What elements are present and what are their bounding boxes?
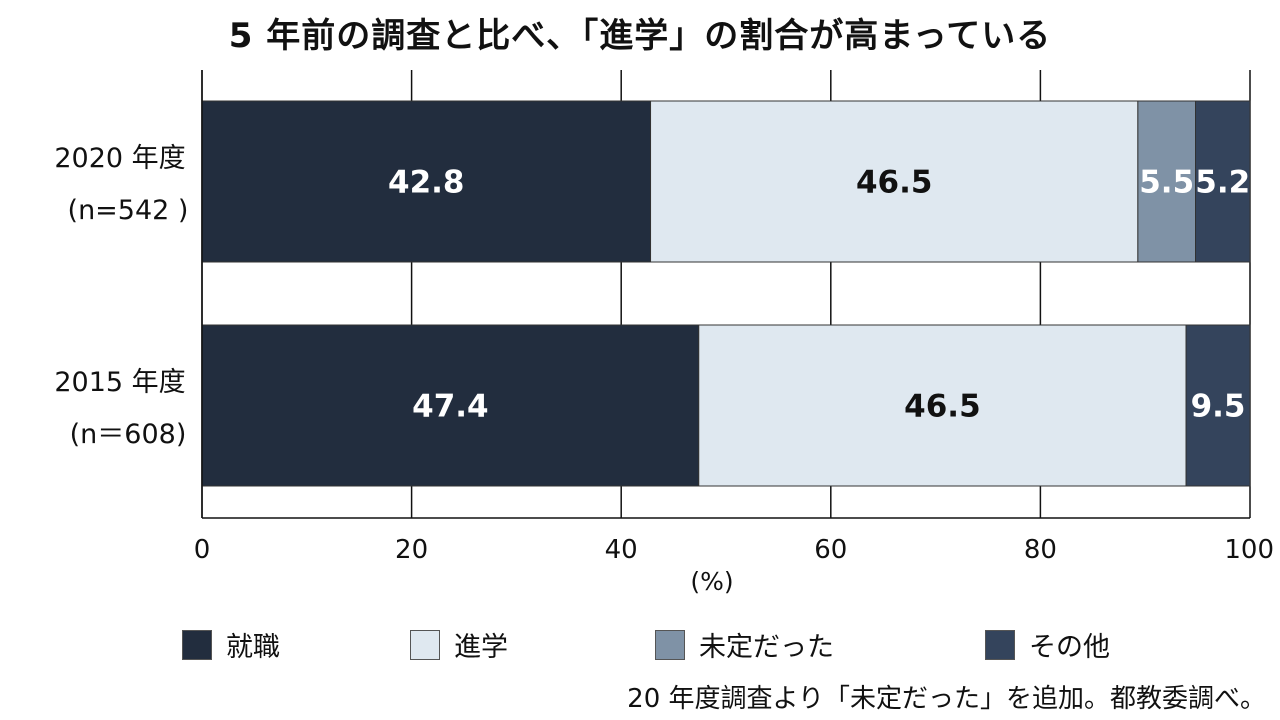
legend-swatch-shushoku: [182, 629, 212, 660]
x-tick-label-20: 20: [395, 535, 428, 565]
x-tick-label-0: 0: [194, 535, 211, 565]
category-sublabel-0: (n=542 ): [68, 195, 189, 226]
bar-label-1-3: 9.5: [1191, 389, 1246, 425]
category-sublabel-1: (n＝608): [70, 419, 187, 450]
bar-label-1-0: 47.4: [412, 389, 489, 425]
bar-label-0-3: 5.2: [1195, 165, 1250, 201]
x-axis-label: (%): [690, 567, 733, 596]
legend-label-shingaku: 進学: [454, 632, 508, 663]
x-tick-label-100: 100: [1224, 535, 1274, 565]
legend-swatch-shingaku: [410, 629, 440, 660]
bar-label-0-2: 5.5: [1139, 165, 1194, 201]
legend-item-shingaku: 進学: [410, 625, 508, 664]
bar-label-1-1: 46.5: [904, 389, 981, 425]
chart-title: 5 年前の調査と比べ、「進学」の割合が高まっている: [228, 16, 1052, 56]
category-label-0: 2020 年度: [54, 143, 185, 174]
legend-swatch-sonota: [985, 629, 1015, 660]
legend-label-sonota: その他: [1029, 632, 1110, 663]
chart-legend: 就職 進学 未定だった その他: [0, 625, 1280, 665]
legend-item-sonota: その他: [985, 625, 1110, 664]
bar-1-0: [201, 324, 700, 487]
bar-label-0-0: 42.8: [388, 165, 465, 201]
x-tick-label-80: 80: [1024, 535, 1057, 565]
bar-1-1: [698, 324, 1187, 487]
bar-label-0-1: 46.5: [856, 165, 933, 201]
bar-1-3: [1185, 324, 1251, 487]
legend-item-shushoku: 就職: [182, 625, 280, 664]
x-tick-label-60: 60: [814, 535, 847, 565]
x-tick-label-40: 40: [605, 535, 638, 565]
legend-label-mitei: 未定だった: [699, 632, 834, 663]
legend-item-mitei: 未定だった: [655, 625, 834, 664]
category-label-1: 2015 年度: [54, 367, 185, 398]
bar-0-1: [650, 100, 1139, 263]
legend-swatch-mitei: [655, 629, 685, 660]
bar-0-2: [1137, 100, 1197, 263]
footnote: 20 年度調査より「未定だった」を追加。都教委調べ。: [627, 684, 1266, 714]
legend-label-shushoku: 就職: [226, 632, 280, 663]
bar-0-3: [1195, 100, 1251, 263]
